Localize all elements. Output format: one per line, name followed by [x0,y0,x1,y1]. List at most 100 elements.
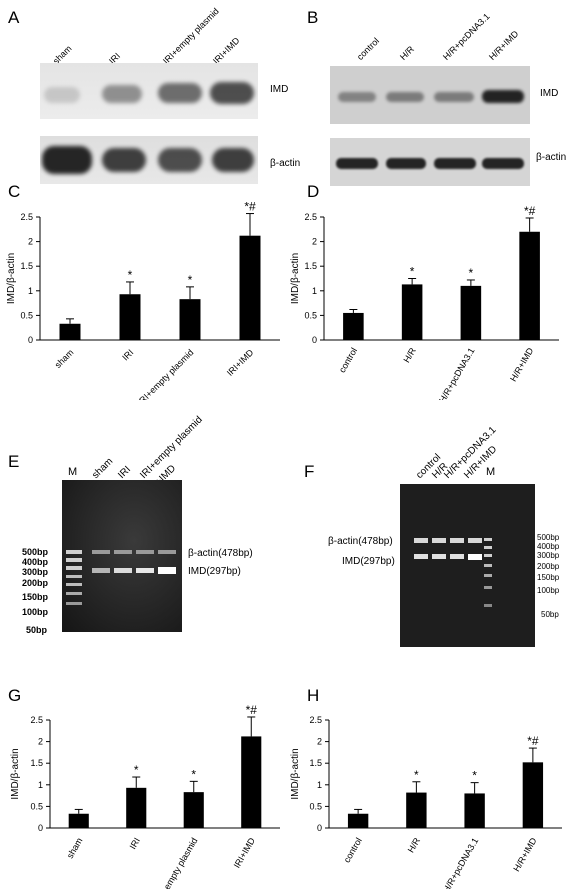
y-tick-label: 1 [312,286,317,296]
y-tick-label: 2.5 [304,212,317,222]
y-tick-label: 1.5 [309,758,322,768]
gel-f-imd-label: IMD(297bp) [342,556,395,567]
panel-letter-e: E [8,452,20,471]
y-tick-label: 1.5 [20,261,33,271]
panel-letter-a: A [8,8,20,27]
y-tick-label: 1.5 [304,261,317,271]
blot-a-imd [40,63,258,119]
blot-b-lane-label: H/R+IMD [486,28,521,62]
significance-mark: *# [244,200,256,214]
chart-d: 0 0.5 1 1.5 2 2.5 IMD/β-actin control * H/R * H/R+p… [290,204,559,400]
bar [183,792,204,828]
category-label: IRI [120,347,135,362]
category-label: H/R+pcDNA3.1 [437,346,477,400]
gel-ladder-band [66,558,82,562]
panel-letter-g: G [8,686,22,705]
gel-band-imd [468,554,482,560]
gel-e [62,480,182,632]
y-tick-label: 0 [317,823,322,833]
gel-f-marker-label: 400bp [537,542,560,551]
gel-ladder-band [66,566,82,570]
significance-mark: * [410,265,415,279]
bar [119,294,141,340]
blot-band [158,83,202,103]
y-axis-label: IMD/β-actin [6,253,17,304]
blot-band [102,85,142,103]
gel-ladder-band [484,538,492,541]
gel-ladder-band [66,575,82,578]
blot-b-lane-label: H/R+pcDNA3.1 [440,11,492,62]
gel-band-imd [414,554,428,559]
y-tick-label: 2 [28,237,33,247]
gel-ladder-band [484,586,492,589]
bar [519,231,540,340]
gel-ladder-band [66,583,82,586]
gel-band-actin [468,538,482,543]
gel-f-lane-label: M [486,466,496,478]
gel-f-marker-label: 500bp [537,533,560,542]
gel-band-actin [450,538,464,543]
blot-b-lane-label: control [354,35,382,62]
gel-e-actin-label: β-actin(478bp) [188,548,253,559]
gel-e-marker-label: 200bp [22,578,49,588]
gel-ladder-band [484,604,492,607]
y-tick-label: 1 [317,780,322,790]
blot-band [336,158,378,169]
blot-band [44,87,80,103]
bar [522,762,544,828]
gel-band-imd [450,554,464,559]
blot-b-lane-label: H/R [397,43,416,62]
category-label: H/R+pcDNA3.1 [441,836,481,889]
y-tick-label: 0.5 [20,310,33,320]
chart-h: 0 0.5 1 1.5 2 2.5 IMD/β-actin control * H/R * H/R+p… [290,715,562,889]
blot-b-actin [330,138,530,186]
blot-a-lane-label: IRI+IMD [210,35,242,66]
y-tick-label: 1 [38,780,43,790]
y-tick-label: 2.5 [309,715,322,725]
y-axis-label: IMD/β-actin [290,748,301,799]
gel-e-imd-label: IMD(297bp) [188,566,241,577]
category-label: H/R+IMD [508,346,536,384]
chart-c: 0 0.5 1 1.5 2 2.5 IMD/β-actin sham * IRI * IRI+empt… [6,200,280,400]
blot-band [338,92,376,102]
y-tick-label: 0.5 [30,801,43,811]
category-label: IRI+empty plasmid [135,347,195,400]
blot-band [212,148,254,172]
blot-band [42,146,92,174]
y-tick-label: 2 [38,737,43,747]
significance-mark: *# [527,734,539,748]
significance-mark: * [191,767,196,781]
gel-f-marker-label: 200bp [537,562,560,571]
gel-ladder-band [484,564,492,567]
gel-ladder-band [484,574,492,577]
category-label: control [342,836,364,864]
bar [401,284,423,340]
y-tick-label: 2.5 [20,212,33,222]
gel-f-actin-label: β-actin(478bp) [328,536,393,547]
significance-mark: * [134,763,139,777]
category-label: sham [65,836,85,860]
gel-e-marker-label: 50bp [26,625,48,635]
gel-ladder-band [484,546,492,549]
bar [460,285,482,340]
significance-mark: *# [524,204,536,218]
blot-a-actin-label: β-actin [270,158,301,169]
y-tick-label: 1 [28,286,33,296]
y-tick-label: 2 [317,737,322,747]
blot-a-actin [40,136,258,184]
gel-band-actin [414,538,428,543]
gel-band-imd [92,568,110,573]
gel-band-actin [432,538,446,543]
gel-f-marker-label: 100bp [537,586,560,595]
significance-mark: * [472,769,477,783]
gel-band-imd [158,567,176,574]
gel-ladder-band [66,602,82,605]
blot-b-imd-label: IMD [540,88,559,99]
blot-band [386,92,424,102]
y-tick-label: 0 [38,823,43,833]
significance-mark: *# [246,703,258,717]
gel-f-marker-label: 300bp [537,551,560,560]
y-tick-label: 0 [312,335,317,345]
gel-e-marker-label: 150bp [22,592,49,602]
gel-band-imd [136,568,154,573]
